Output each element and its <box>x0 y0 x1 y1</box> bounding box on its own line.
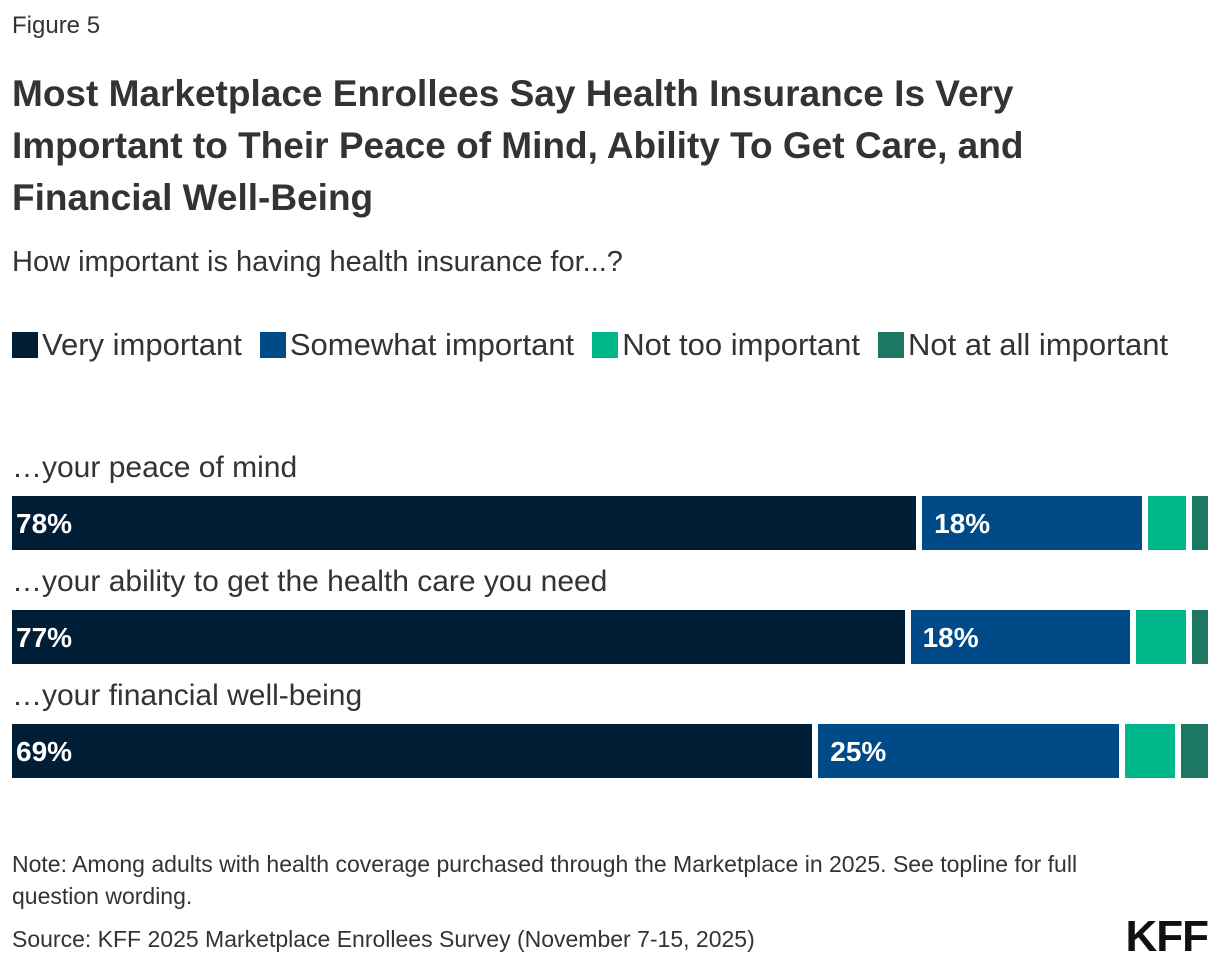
legend-item: Very important <box>12 316 242 374</box>
stacked-bar: 78% 18% <box>12 496 1209 550</box>
note: Note: Among adults with health coverage … <box>12 851 1078 909</box>
bar-row: …your peace of mind 78% 18% <box>12 446 1209 560</box>
legend-item: Somewhat important <box>259 316 575 374</box>
legend-swatch <box>592 332 619 358</box>
legend-label: Very important <box>42 327 242 362</box>
bar-segment-not-at-all-important <box>1192 610 1208 664</box>
category-label: …your financial well-being <box>12 679 363 712</box>
legend: Very important Somewhat important Not too … <box>12 316 1202 374</box>
chart-subtitle: How important is having health insurance… <box>12 246 623 278</box>
category-label: …your peace of mind <box>12 451 298 484</box>
legend-item: Not at all important <box>877 316 1169 374</box>
stacked-bar: 77% 18% <box>12 610 1208 664</box>
bar-segment-not-too-important <box>1136 610 1187 664</box>
legend-item: Not too important <box>592 316 860 374</box>
bar-segment-somewhat-important: 18% <box>910 610 1131 664</box>
legend-swatch <box>12 332 38 358</box>
bar-segment-very-important: 69% <box>12 724 813 778</box>
category-label: …your ability to get the health care you… <box>12 565 608 598</box>
bar-segment-not-at-all-important <box>1192 496 1209 550</box>
figure-label: Figure 5 <box>12 12 101 39</box>
bar-segment-not-too-important <box>1124 724 1175 778</box>
legend-swatch <box>259 332 286 358</box>
bar-row: …your financial well-being 69% 25% <box>12 674 1208 788</box>
legend-label: Somewhat important <box>289 327 575 362</box>
bar-segment-very-important: 77% <box>12 610 905 664</box>
kff-logo: KFF <box>1125 912 1209 961</box>
chart-title: Most Marketplace Enrollees Say Health In… <box>12 73 1024 218</box>
bar-segment-somewhat-important: 18% <box>922 496 1142 550</box>
stacked-bar: 69% 25% <box>12 724 1208 778</box>
bar-segment-very-important: 78% <box>12 496 917 550</box>
bar-rows: …your peace of mind 78% 18% …your ability t… <box>12 446 1209 788</box>
source: Source: KFF 2025 Marketplace Enrollees S… <box>12 926 755 952</box>
bar-segment-somewhat-important: 25% <box>818 724 1119 778</box>
bar-row: …your ability to get the health care you… <box>12 560 1208 674</box>
bar-segment-not-too-important <box>1147 496 1187 550</box>
bar-segment-not-at-all-important <box>1180 724 1208 778</box>
legend-label: Not at all important <box>907 327 1169 362</box>
legend-label: Not too important <box>622 327 860 362</box>
legend-swatch <box>877 332 904 358</box>
